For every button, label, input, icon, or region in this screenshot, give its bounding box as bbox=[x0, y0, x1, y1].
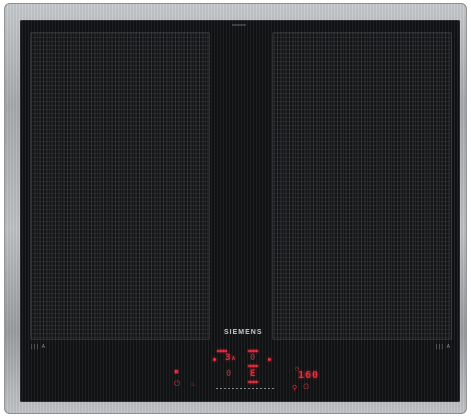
zone-right-mark: ||| A bbox=[435, 344, 451, 350]
zone-left-mark: ||| A bbox=[31, 344, 47, 350]
front-zone-bar-right-lower bbox=[248, 381, 258, 383]
zone-right-rear-indicator bbox=[268, 358, 271, 361]
fry-sensor-icon[interactable]: ⚲ bbox=[292, 384, 298, 392]
right-rear-level-display: 0 bbox=[250, 353, 256, 363]
rear-zone-bar-right bbox=[248, 350, 258, 352]
cooking-zone-left[interactable]: ||| A bbox=[30, 32, 210, 350]
power-icon[interactable]: ■ bbox=[174, 369, 179, 375]
power-slider[interactable] bbox=[216, 388, 276, 389]
timer-icon[interactable]: ◷ bbox=[295, 366, 300, 372]
cooking-zone-right[interactable]: ||| A bbox=[272, 32, 452, 350]
lock-icon[interactable]: ♨ bbox=[190, 381, 196, 388]
left-front-level-display: 0 bbox=[226, 369, 232, 379]
zone-left-rear-indicator bbox=[213, 358, 216, 361]
rear-zone-bar-left bbox=[217, 350, 227, 352]
top-center-mark bbox=[232, 24, 246, 26]
cooktop-frame: ||| A ||| A SIEMENS 3 A 0 0 E 160 ◷ ■ ⏻ … bbox=[4, 3, 467, 414]
brand-logo: SIEMENS bbox=[224, 329, 263, 336]
timer-display: 160 bbox=[298, 370, 320, 381]
glass-surface: ||| A ||| A SIEMENS 3 A 0 0 E 160 ◷ ■ ⏻ … bbox=[20, 20, 460, 402]
left-rear-level-display: 3 bbox=[225, 353, 231, 363]
front-zone-bar-right bbox=[248, 365, 258, 367]
right-front-level-display: E bbox=[250, 369, 256, 379]
clock-icon[interactable]: ⏲ bbox=[303, 382, 310, 391]
left-rear-boost-indicator: A bbox=[232, 356, 236, 362]
on-off-button[interactable]: ⏻ bbox=[174, 379, 181, 388]
